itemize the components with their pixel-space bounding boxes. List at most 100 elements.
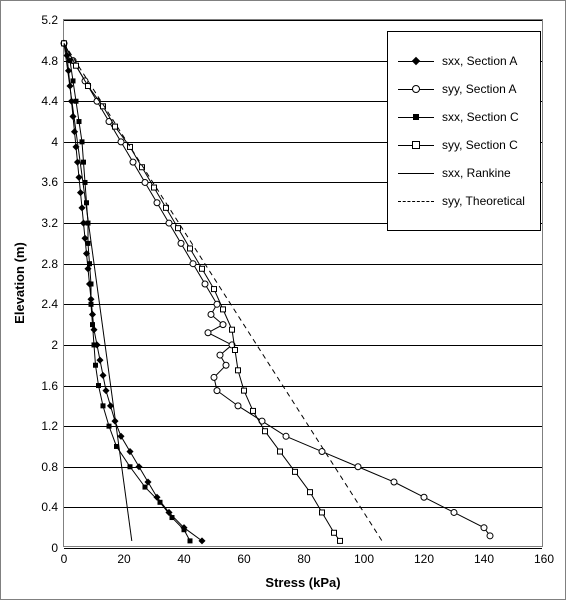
y-tick-label: 4 bbox=[51, 135, 58, 149]
series-marker bbox=[92, 342, 97, 347]
series-marker bbox=[278, 449, 283, 454]
y-tick-label: 0 bbox=[51, 541, 58, 555]
series-marker bbox=[481, 525, 487, 531]
series-marker bbox=[200, 266, 205, 271]
series-marker bbox=[77, 119, 82, 124]
series-marker bbox=[101, 403, 106, 408]
series-marker bbox=[221, 307, 226, 312]
series-marker bbox=[84, 200, 89, 205]
series-marker bbox=[338, 538, 343, 543]
series-line bbox=[64, 43, 382, 541]
x-tick-label: 60 bbox=[237, 552, 250, 566]
y-tick-label: 4.8 bbox=[41, 54, 58, 68]
series-marker bbox=[89, 282, 94, 287]
series-marker bbox=[212, 287, 217, 292]
series-marker bbox=[74, 63, 79, 68]
series-marker bbox=[182, 527, 187, 532]
x-tick-label: 80 bbox=[297, 552, 310, 566]
gridline bbox=[64, 548, 542, 549]
chart-frame: 00.40.81.21.622.42.83.23.644.44.85.20204… bbox=[0, 0, 566, 600]
series-marker bbox=[86, 241, 91, 246]
series-marker bbox=[126, 448, 133, 455]
y-tick-label: 1.6 bbox=[41, 379, 58, 393]
series-marker bbox=[118, 139, 124, 145]
series-marker bbox=[421, 494, 427, 500]
series-marker bbox=[170, 515, 175, 520]
series-marker bbox=[74, 99, 79, 104]
legend-item: syy, Section C bbox=[398, 138, 530, 152]
series-marker bbox=[211, 374, 217, 380]
series-marker bbox=[117, 433, 124, 440]
series-line bbox=[64, 43, 132, 541]
x-axis-label: Stress (kPa) bbox=[265, 575, 340, 590]
series-marker bbox=[332, 530, 337, 535]
series-marker bbox=[96, 357, 103, 364]
series-marker bbox=[89, 311, 96, 318]
y-tick-label: 2.8 bbox=[41, 257, 58, 271]
series-marker bbox=[81, 160, 86, 165]
y-tick-label: 1.2 bbox=[41, 419, 58, 433]
series-marker bbox=[235, 403, 241, 409]
series-marker bbox=[68, 58, 73, 63]
series-marker bbox=[128, 464, 133, 469]
series-marker bbox=[355, 464, 361, 470]
legend-label: sxx, Rankine bbox=[442, 166, 511, 180]
series-marker bbox=[71, 78, 76, 83]
series-marker bbox=[208, 311, 214, 317]
legend-swatch bbox=[398, 167, 434, 179]
legend-item: sxx, Section A bbox=[398, 54, 530, 68]
series-marker bbox=[319, 449, 325, 455]
series-marker bbox=[166, 220, 172, 226]
x-tick-label: 0 bbox=[61, 552, 68, 566]
x-tick-label: 120 bbox=[414, 552, 434, 566]
series-marker bbox=[308, 490, 313, 495]
y-tick-label: 3.6 bbox=[41, 175, 58, 189]
series-marker bbox=[205, 330, 211, 336]
series-marker bbox=[320, 510, 325, 515]
series-marker bbox=[283, 433, 289, 439]
series-marker bbox=[233, 348, 238, 353]
x-tick-label: 100 bbox=[354, 552, 374, 566]
series-marker bbox=[87, 261, 92, 266]
legend-swatch bbox=[398, 83, 434, 95]
series-marker bbox=[188, 246, 193, 251]
legend-item: syy, Theoretical bbox=[398, 194, 530, 208]
series-marker bbox=[391, 479, 397, 485]
series-marker bbox=[135, 463, 142, 470]
series-marker bbox=[99, 372, 106, 379]
series-marker bbox=[188, 538, 193, 543]
legend-item: syy, Section A bbox=[398, 82, 530, 96]
series-marker bbox=[487, 533, 493, 539]
x-tick-label: 140 bbox=[474, 552, 494, 566]
series-marker bbox=[77, 189, 84, 196]
series-marker bbox=[263, 429, 268, 434]
series-line bbox=[64, 43, 190, 541]
series-marker bbox=[230, 327, 235, 332]
series-marker bbox=[178, 240, 184, 246]
y-tick-label: 2 bbox=[51, 338, 58, 352]
x-tick-label: 20 bbox=[117, 552, 130, 566]
legend-swatch bbox=[398, 195, 434, 207]
series-marker bbox=[143, 485, 148, 490]
legend-label: syy, Theoretical bbox=[442, 194, 525, 208]
y-tick-label: 2.4 bbox=[41, 297, 58, 311]
legend-swatch bbox=[398, 111, 434, 123]
legend-swatch bbox=[398, 55, 434, 67]
series-marker bbox=[93, 363, 98, 368]
series-marker bbox=[69, 113, 76, 120]
series-marker bbox=[80, 139, 85, 144]
series-line bbox=[64, 43, 340, 541]
legend-label: sxx, Section C bbox=[442, 110, 519, 124]
series-marker bbox=[144, 478, 151, 485]
legend-swatch bbox=[398, 139, 434, 151]
series-marker bbox=[198, 537, 205, 544]
series-marker bbox=[130, 159, 136, 165]
y-tick-label: 4.4 bbox=[41, 94, 58, 108]
series-marker bbox=[214, 388, 220, 394]
series-marker bbox=[90, 322, 95, 327]
legend-label: syy, Section C bbox=[442, 138, 518, 152]
series-line bbox=[64, 43, 202, 541]
series-marker bbox=[214, 301, 220, 307]
y-tick-label: 0.4 bbox=[41, 500, 58, 514]
series-marker bbox=[113, 124, 118, 129]
